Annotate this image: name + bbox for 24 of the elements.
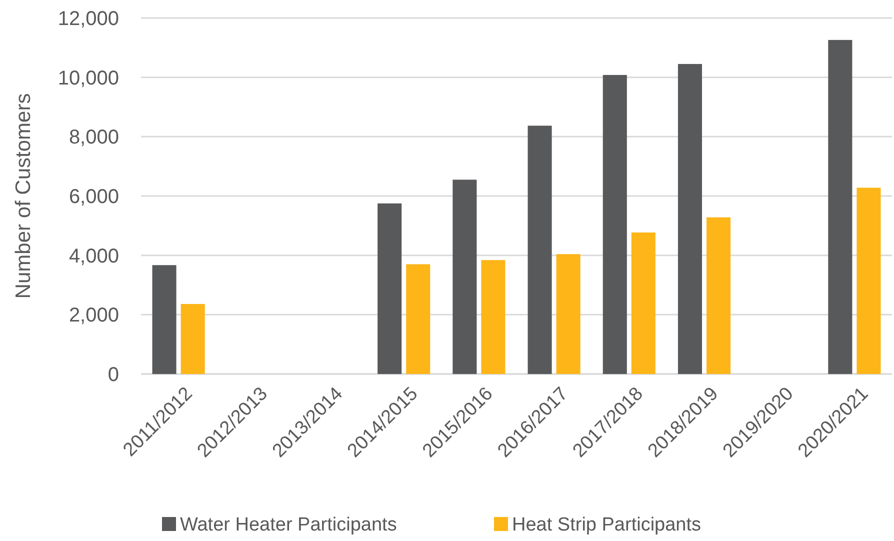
bar: [180, 304, 205, 374]
legend-label: Water Heater Participants: [180, 514, 397, 536]
y-tick-label: 4,000: [68, 245, 119, 268]
bar: [856, 188, 881, 374]
y-tick-label: 2,000: [68, 304, 119, 327]
bar: [378, 203, 402, 374]
bar: [406, 264, 430, 374]
bar: [481, 260, 506, 374]
bar: [528, 126, 552, 374]
y-tick-label: 10,000: [58, 67, 119, 90]
bar: [556, 254, 580, 374]
bar: [706, 217, 731, 374]
bar: [152, 265, 176, 374]
bar: [678, 64, 702, 374]
y-tick-label: 8,000: [68, 126, 119, 149]
y-tick-label: 0: [108, 364, 119, 386]
bar: [631, 232, 656, 374]
bar: [828, 40, 852, 374]
y-axis-title: Number of Customers: [12, 93, 35, 299]
y-tick-label: 6,000: [68, 186, 119, 208]
bar: [602, 74, 627, 374]
bar: [452, 180, 477, 374]
legend-label: Heat Strip Participants: [512, 514, 702, 536]
y-tick-label: 12,000: [58, 8, 119, 30]
